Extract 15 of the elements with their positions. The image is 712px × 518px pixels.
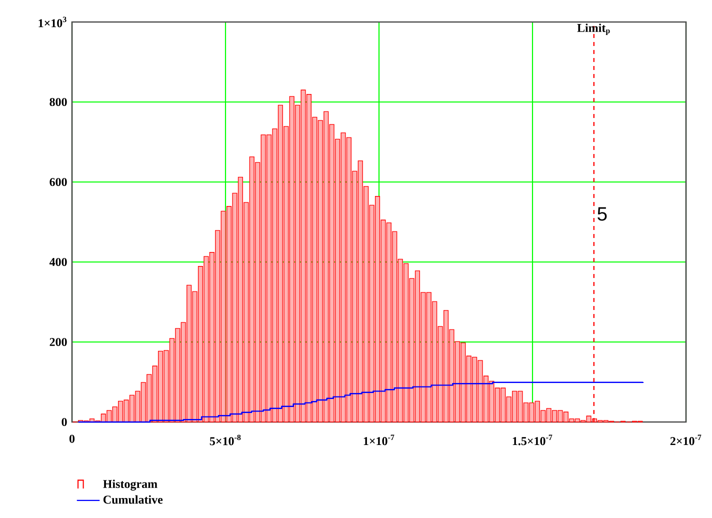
y-tick-label: 800 <box>50 98 67 106</box>
y-tick-label: 200 <box>50 338 67 346</box>
legend-label: Histogram <box>103 480 158 491</box>
x-tick-label: 0 <box>69 434 75 443</box>
annotation: 5 <box>598 207 607 221</box>
y-tick-label: 600 <box>50 178 67 186</box>
x-tick-label: 2×10$^{-7}$ <box>670 434 702 446</box>
y-tick-label: 400 <box>49 258 67 266</box>
x-tick-label: 1.5×10$^{-7}$ <box>512 434 552 446</box>
legend-label: Cumulative <box>103 495 163 504</box>
ref-line-label: Limit$_{p}$ <box>577 24 610 35</box>
x-tick-label: 5×10$^{-8}$ <box>210 434 241 446</box>
x-tick-label: 1×10$^{-7}$ <box>364 434 394 446</box>
y-tick-label: 0 <box>62 418 67 426</box>
y-tick-label: 1×10$^{3}$ <box>38 16 66 28</box>
